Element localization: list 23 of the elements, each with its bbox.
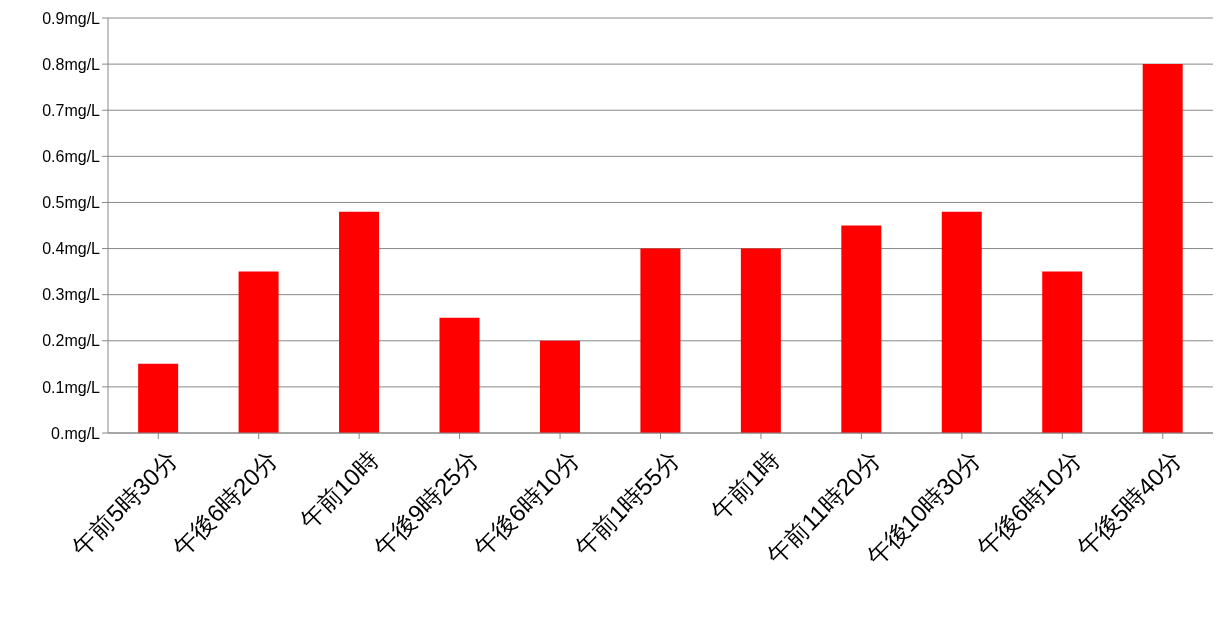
y-tick-label: 0.mg/L [51,424,101,442]
bar [238,271,279,433]
y-tick-label: 0.3mg/L [42,286,101,304]
y-tick-label: 0.6mg/L [42,148,101,166]
y-tick-label: 0.7mg/L [42,101,101,119]
bar [439,317,480,433]
y-tick-label: 0.2mg/L [42,332,101,350]
bar [640,248,681,433]
bar [539,340,580,433]
bar [1042,271,1083,433]
y-tick-label: 0.4mg/L [42,240,101,258]
bar [339,211,380,433]
bar [941,211,982,433]
y-tick-label: 0.9mg/L [42,9,101,27]
y-tick-label: 0.8mg/L [42,55,101,73]
y-tick-label: 0.5mg/L [42,194,101,212]
x-tick-label: 午前1時 [705,445,785,526]
bar [138,363,179,433]
x-tick-label: 午前10時 [294,445,384,535]
bar [841,225,882,433]
bar [740,248,781,433]
y-tick-label: 0.1mg/L [42,378,101,396]
bar [1142,64,1183,433]
